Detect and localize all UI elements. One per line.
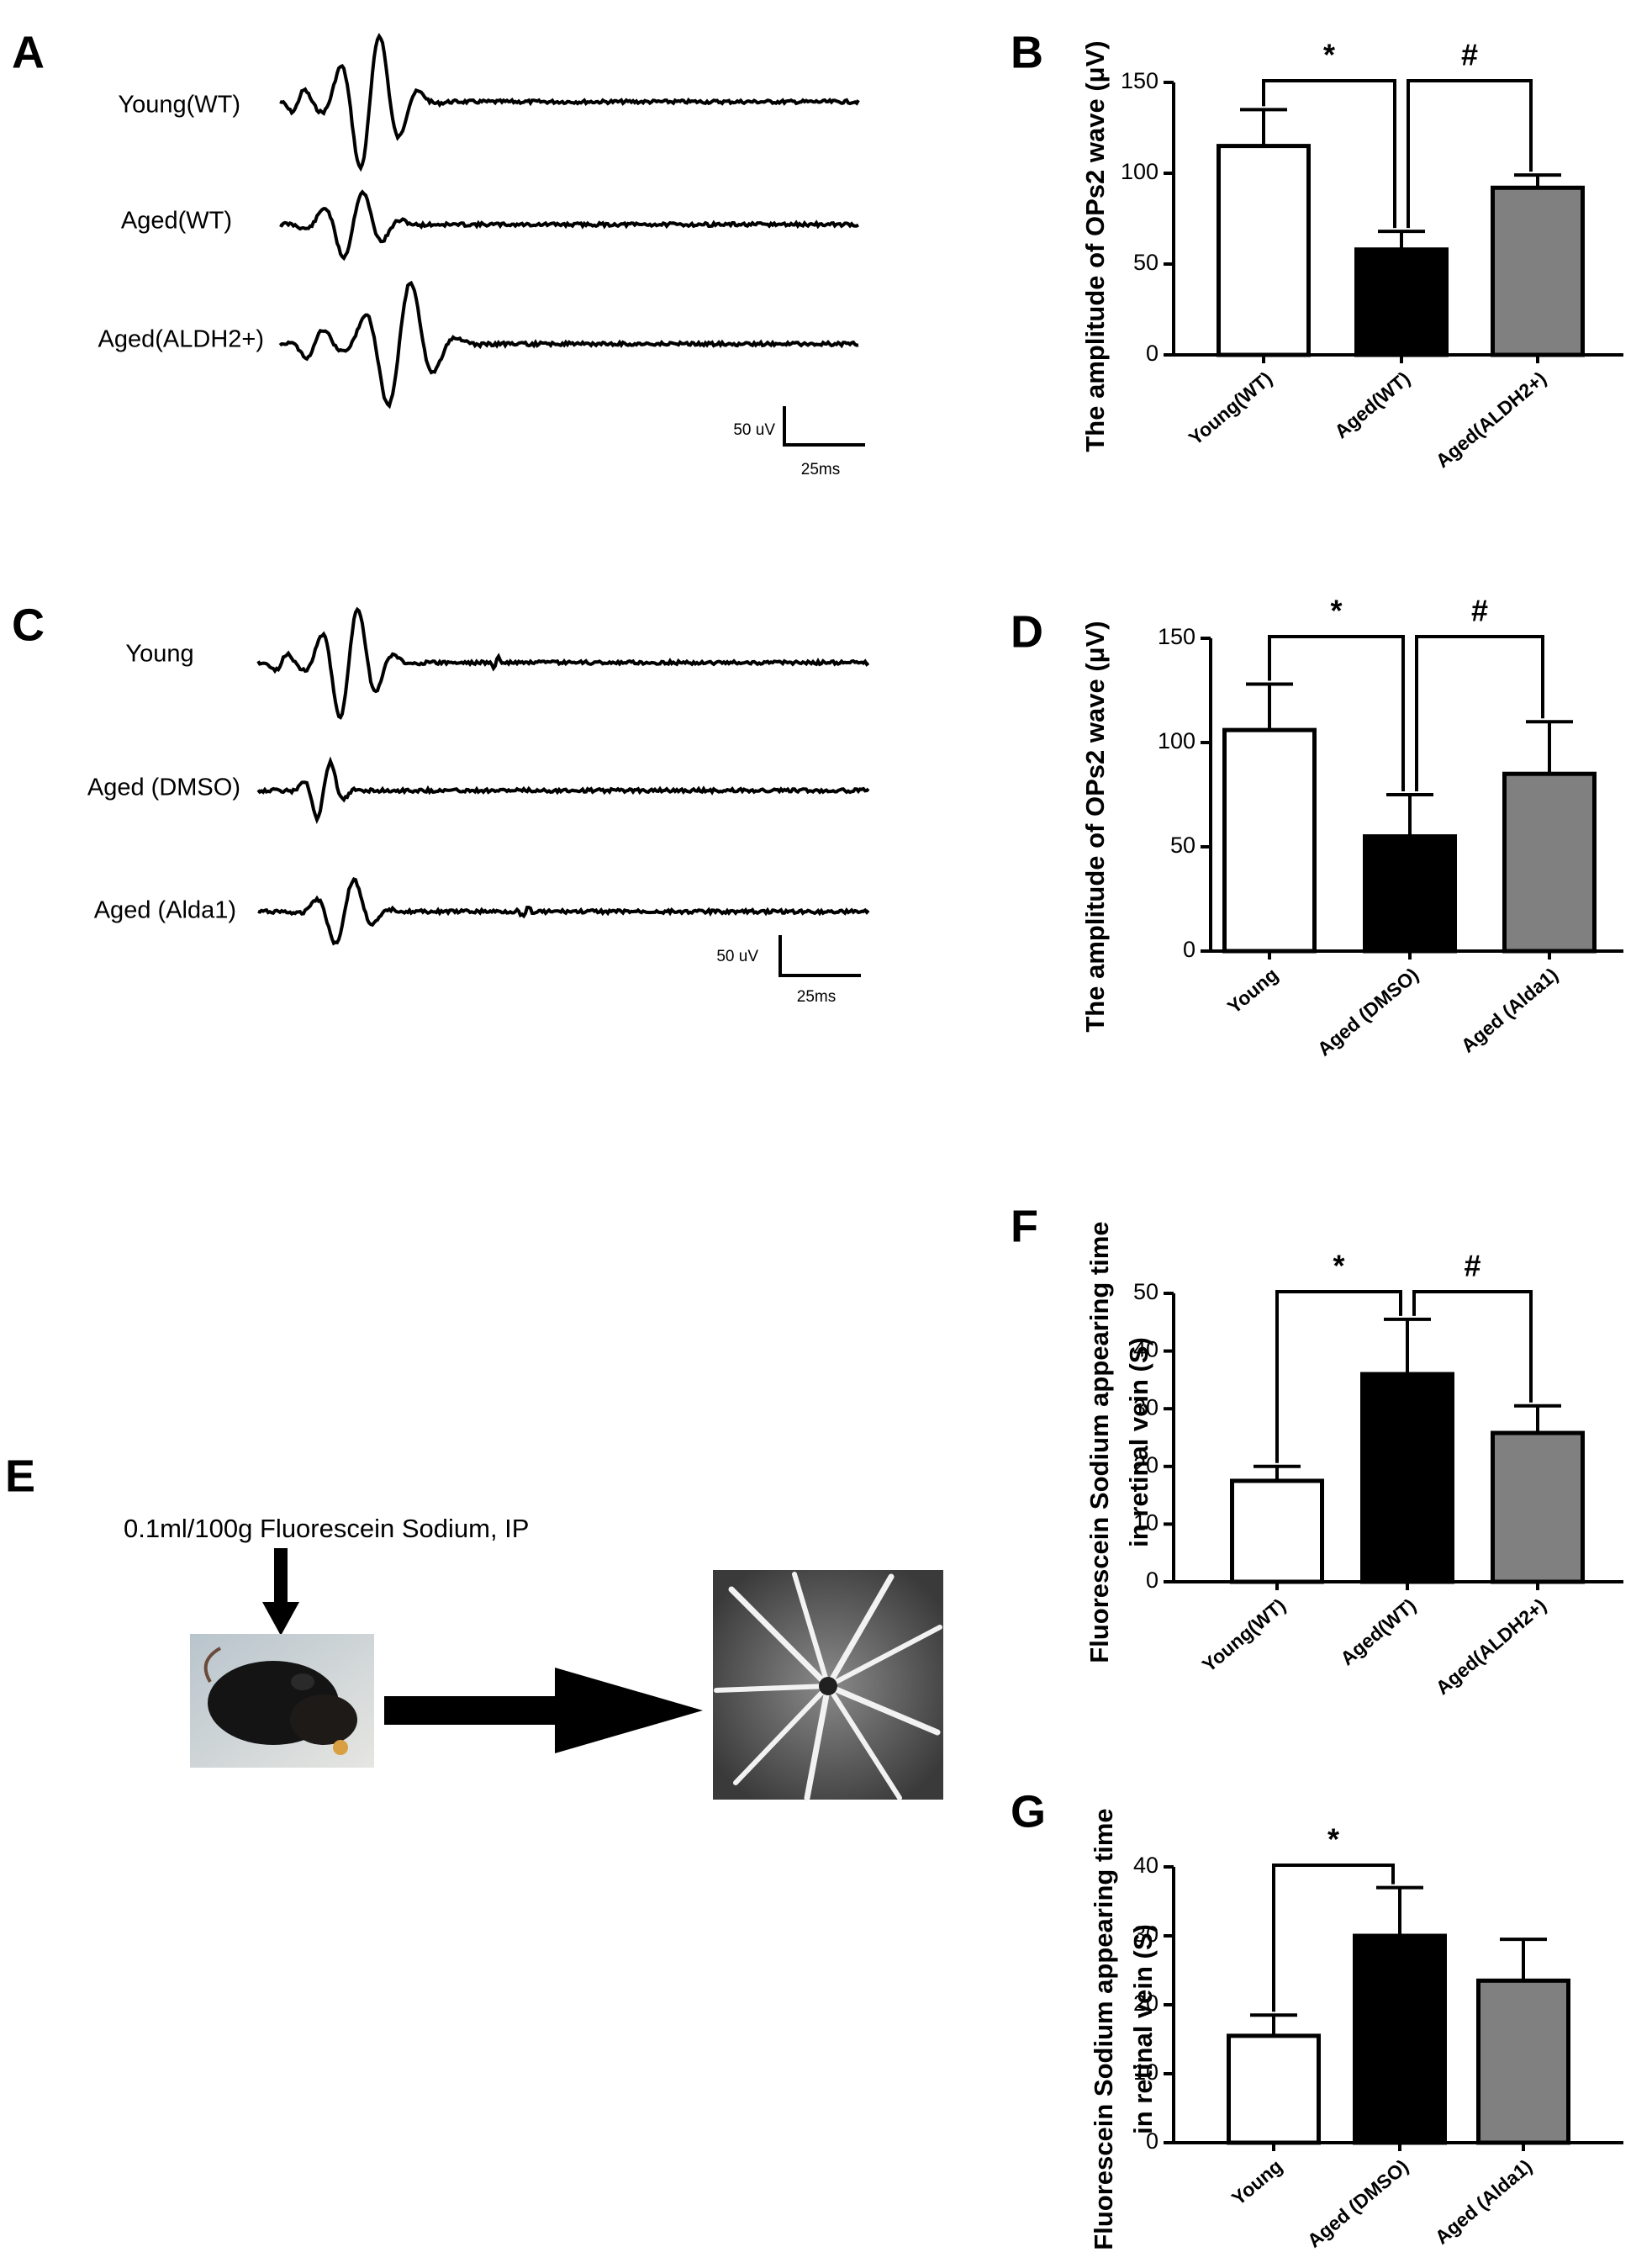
significance-bracket (1412, 1290, 1533, 1403)
significance-bracket (1268, 635, 1405, 791)
bar (1476, 1978, 1570, 2145)
y-tick-label: 100 (1121, 159, 1159, 184)
x-tick-label: Young (1223, 964, 1282, 1018)
erg-trace (256, 606, 870, 720)
y-tick-label: 0 (1146, 1568, 1159, 1593)
bar (1491, 1430, 1585, 1584)
y-axis-label: Fluorescein Sodium appearing time (1085, 1221, 1114, 1663)
y-tick-label: 50 (1170, 833, 1195, 858)
trace-label: Aged (DMSO) (87, 775, 240, 801)
y-axis-label: Fluorescein Sodium appearing time (1089, 1808, 1118, 2249)
x-tick-label: Aged(WT) (1330, 367, 1414, 443)
trace-label: Aged(ALDH2+) (98, 326, 264, 353)
x-tick-label: Young(WT) (1198, 1594, 1290, 1677)
significance-mark: * (1330, 594, 1342, 628)
significance-bracket (1407, 79, 1533, 229)
x-tick-label: Aged (Alda1) (1431, 2155, 1536, 2249)
scale-label: 50 uV (716, 948, 758, 965)
y-tick-label: 150 (1121, 68, 1159, 93)
scale-label: 25ms (801, 461, 840, 478)
bar (1222, 727, 1317, 954)
trace-label: Young(WT) (118, 92, 240, 119)
panel-letter: F (1011, 1201, 1038, 1251)
y-axis-label: The amplitude of OPs2 wave (μV) (1080, 621, 1110, 1032)
erg-trace (279, 189, 859, 262)
y-tick-label: 0 (1146, 2128, 1159, 2154)
retina-image (713, 1570, 943, 1801)
significance-mark: * (1327, 1822, 1339, 1857)
arrow (262, 1548, 299, 1636)
significance-bracket (1272, 1864, 1395, 2012)
y-tick-label: 50 (1133, 1279, 1159, 1304)
bar (1363, 834, 1457, 954)
scale-bar (783, 406, 865, 447)
significance-mark: # (1464, 1249, 1480, 1283)
erg-trace (278, 280, 859, 410)
bar (1230, 1478, 1324, 1584)
trace-label: Young (125, 641, 193, 668)
y-tick-label: 100 (1158, 728, 1195, 753)
panel-letter: B (1011, 27, 1043, 77)
scale-label: 50 uV (733, 421, 775, 439)
y-tick-label: 20 (1133, 1452, 1159, 1478)
protocol-text: 0.1ml/100g Fluorescein Sodium, IP (124, 1514, 529, 1543)
mouse-photo (190, 1634, 374, 1768)
y-tick-label: 0 (1183, 937, 1195, 962)
x-tick-label: Aged(ALDH2+) (1432, 1594, 1551, 1700)
y-tick-label: 40 (1133, 1337, 1159, 1362)
significance-mark: # (1471, 594, 1488, 628)
y-tick-label: 30 (1133, 1922, 1159, 1947)
y-axis-label: in retinal vein (S) (1128, 1924, 1158, 2134)
bar (1227, 2033, 1321, 2145)
panel-letter: C (12, 600, 45, 650)
bar (1353, 1933, 1447, 2145)
y-tick-label: 40 (1133, 1853, 1159, 1878)
y-tick-label: 0 (1146, 341, 1159, 366)
significance-bracket (1275, 1290, 1402, 1463)
y-tick-label: 10 (1133, 1510, 1159, 1536)
significance-mark: * (1333, 1249, 1344, 1283)
y-tick-label: 20 (1133, 1990, 1159, 2016)
trace-label: Aged(WT) (121, 208, 232, 235)
y-axis-label: The amplitude of OPs2 wave (μV) (1080, 40, 1110, 452)
bar (1360, 1372, 1454, 1584)
scale-label: 25ms (797, 988, 836, 1006)
significance-mark: # (1461, 38, 1478, 72)
x-tick-label: Aged (Alda1) (1457, 964, 1562, 1057)
scale-bar (778, 935, 861, 977)
panel-letter: G (1011, 1786, 1046, 1837)
x-tick-label: Aged (DMSO) (1303, 2155, 1412, 2252)
y-tick-label: 150 (1158, 624, 1195, 649)
y-axis-label: in retinal vein (S) (1124, 1337, 1153, 1547)
x-tick-label: Aged (DMSO) (1313, 964, 1422, 1060)
bar (1354, 247, 1449, 357)
erg-trace (279, 32, 860, 172)
significance-mark: * (1323, 38, 1335, 72)
erg-trace (257, 877, 870, 946)
significance-bracket (1415, 635, 1544, 791)
x-tick-label: Young(WT) (1185, 367, 1276, 450)
bar (1217, 144, 1311, 357)
y-tick-label: 30 (1133, 1394, 1159, 1419)
panel-letter: E (5, 1451, 35, 1501)
y-tick-label: 50 (1133, 250, 1159, 275)
trace-label: Aged (Alda1) (94, 897, 236, 924)
bar (1491, 185, 1585, 357)
panel-letter: D (1011, 606, 1043, 657)
x-tick-label: Aged(WT) (1336, 1594, 1420, 1670)
y-tick-label: 10 (1133, 2059, 1159, 2085)
bar (1502, 771, 1597, 954)
panel-letter: A (12, 27, 45, 77)
x-tick-label: Aged(ALDH2+) (1432, 367, 1551, 473)
x-tick-label: Young (1227, 2155, 1286, 2210)
significance-bracket (1262, 79, 1396, 229)
arrow (384, 1668, 703, 1753)
erg-trace (256, 756, 870, 824)
